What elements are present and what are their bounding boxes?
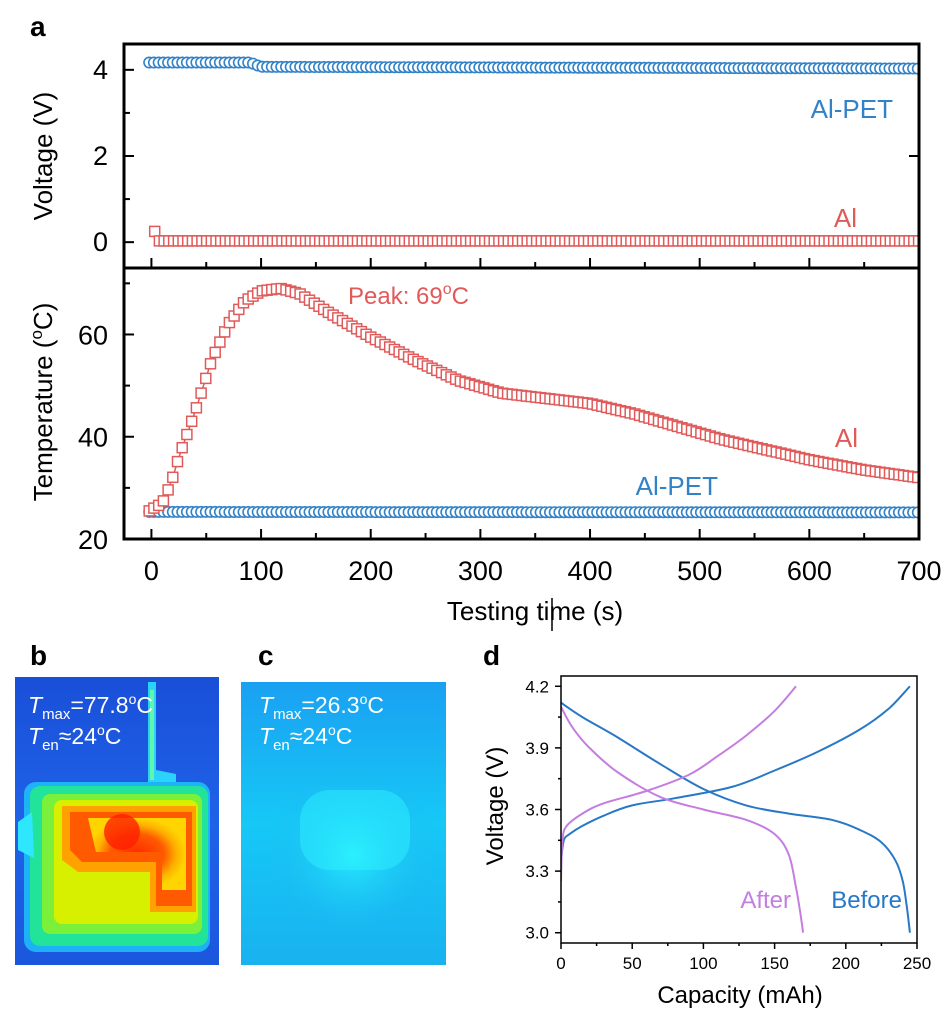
chart-a-temperature: 0 100 200 300 400 500 600 700 20 40 60 Temperature… xyxy=(27,266,942,631)
before-discharge-curve xyxy=(561,701,911,933)
temperature-xtick-label: 100 xyxy=(239,556,284,586)
al-temperature-point xyxy=(190,402,203,414)
panel-label-c: c xyxy=(258,640,274,671)
capacity-xtick-label: 150 xyxy=(760,954,788,973)
legend-al-pet-voltage: Al-PET xyxy=(811,94,893,124)
temperature-y-label: Temperature (oC) xyxy=(27,303,58,502)
t-max-label-c: Tmax=26.3oC xyxy=(259,691,384,723)
capacity-ytick-label: 4.2 xyxy=(525,677,549,696)
capacity-x-label: Capacity (mAh) xyxy=(657,982,822,1009)
al-temperature-point xyxy=(209,346,221,359)
chart-a-voltage: 0 2 4 Voltage (V) Al-PET Al xyxy=(28,42,921,270)
peak-annotation: Peak: 69oC xyxy=(348,281,469,310)
al-temperature-point xyxy=(171,455,184,468)
legend-before: Before xyxy=(831,887,902,914)
temperature-ytick-label: 60 xyxy=(78,320,108,350)
capacity-frame xyxy=(560,675,918,944)
thermal-image-c xyxy=(241,682,446,965)
al-temperature-point xyxy=(162,484,174,496)
temperature-xtick-label: 400 xyxy=(568,556,613,586)
al-temperature-point xyxy=(195,387,207,399)
legend-al-voltage: Al xyxy=(834,203,857,233)
al-temperature-point xyxy=(181,428,193,441)
legend-after: After xyxy=(740,887,791,914)
before-charge-curve xyxy=(561,685,911,861)
capacity-tick-labels: 0 50 100 150 200 250 3.0 3.3 3.6 3.9 4.2 xyxy=(525,677,931,973)
capacity-ytick-label: 3.0 xyxy=(525,924,549,943)
capacity-ytick-label: 3.3 xyxy=(525,862,549,881)
temperature-xtick-label: 300 xyxy=(458,556,503,586)
capacity-xtick-label: 0 xyxy=(556,954,565,973)
capacity-xtick-label: 50 xyxy=(623,954,642,973)
temperature-xtick-label: 700 xyxy=(896,556,941,586)
t-en-label-c: Ten≈24oC xyxy=(259,722,352,754)
t-en-label-b: Ten≈24oC xyxy=(28,722,121,754)
capacity-xtick-label: 100 xyxy=(689,954,717,973)
temperature-tick-labels: 0 100 200 300 400 500 600 700 20 40 60 xyxy=(78,320,942,586)
al-temperature-point xyxy=(157,495,170,507)
al-temperature-point xyxy=(167,471,179,484)
al-voltage-point xyxy=(148,225,161,238)
capacity-ticks xyxy=(555,685,918,949)
al-temperature-point xyxy=(218,326,231,338)
capacity-ytick-label: 3.6 xyxy=(525,801,549,820)
after-discharge-curve xyxy=(561,706,805,933)
voltage-series xyxy=(143,56,919,247)
temperature-xtick-label: 0 xyxy=(144,556,159,586)
voltage-y-label: Voltage (V) xyxy=(28,92,58,221)
voltage-frame xyxy=(122,42,921,270)
panel-label-d: d xyxy=(483,640,500,671)
al-temperature-point xyxy=(214,336,226,348)
panel-label-b: b xyxy=(30,640,47,671)
voltage-tick-labels: 0 2 4 xyxy=(93,55,108,257)
temperature-x-label: Testing time (s) xyxy=(447,596,623,626)
voltage-ytick-label: 2 xyxy=(93,141,108,171)
t-max-label-b: Tmax=77.8oC xyxy=(28,691,153,723)
thermal-image-b xyxy=(15,677,219,965)
capacity-y-label: Voltage (V) xyxy=(482,747,509,866)
al-temperature-point xyxy=(185,415,198,428)
al-temperature-point xyxy=(176,441,188,454)
legend-al-temperature: Al xyxy=(835,423,858,453)
panel-label-a: a xyxy=(30,11,46,42)
temperature-xtick-label: 600 xyxy=(787,556,832,586)
capacity-xtick-label: 250 xyxy=(903,954,931,973)
temperature-frame xyxy=(122,266,921,541)
after-charge-curve xyxy=(561,685,797,882)
legend-al-pet-temperature: Al-PET xyxy=(636,471,718,501)
temperature-ticks xyxy=(124,282,920,540)
temperature-series xyxy=(143,282,919,519)
chart-d-capacity: 0 50 100 150 200 250 3.0 3.3 3.6 3.9 4.2 Voltage (… xyxy=(482,675,931,1009)
voltage-ytick-label: 0 xyxy=(93,227,108,257)
temperature-ytick-label: 20 xyxy=(78,525,108,555)
capacity-xtick-label: 200 xyxy=(832,954,860,973)
capacity-ytick-label: 3.9 xyxy=(525,739,549,758)
temperature-ytick-label: 40 xyxy=(78,423,108,453)
al-temperature-point xyxy=(200,372,212,385)
voltage-ytick-label: 4 xyxy=(93,55,108,85)
temperature-xtick-label: 200 xyxy=(348,556,393,586)
al-temperature-point xyxy=(204,358,217,370)
temperature-xtick-label: 500 xyxy=(677,556,722,586)
capacity-series xyxy=(561,685,911,933)
